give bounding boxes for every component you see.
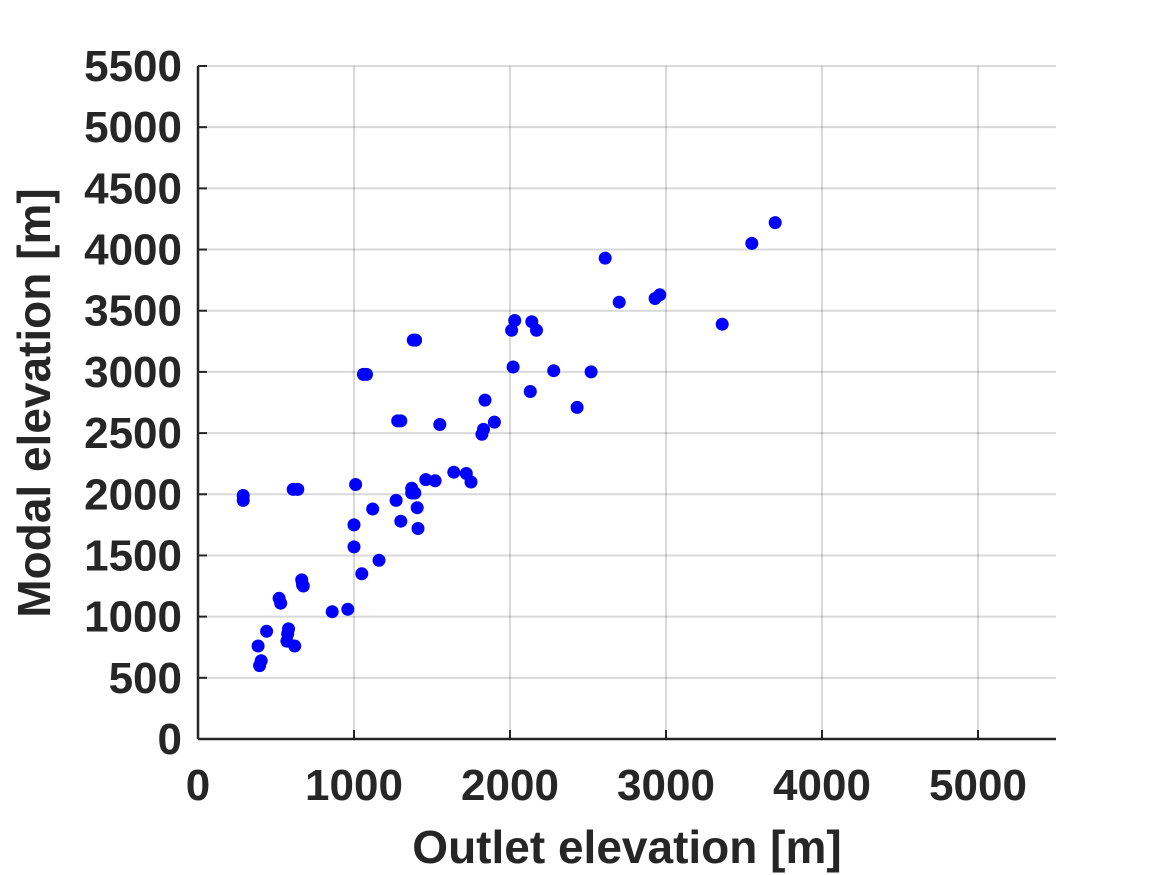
data-point bbox=[360, 367, 373, 381]
data-point bbox=[410, 501, 424, 515]
data-point bbox=[411, 522, 425, 535]
plot-background bbox=[198, 66, 1056, 739]
x-tick-label: 4000 bbox=[773, 761, 871, 810]
data-point bbox=[274, 596, 288, 610]
data-point bbox=[296, 579, 310, 593]
y-tick-label: 0 bbox=[158, 715, 182, 764]
data-point bbox=[347, 540, 361, 554]
data-point bbox=[409, 333, 423, 347]
data-point bbox=[523, 385, 537, 398]
data-point bbox=[508, 314, 522, 327]
y-tick-label: 4000 bbox=[84, 226, 182, 275]
data-point bbox=[291, 482, 305, 496]
y-tick-label: 5000 bbox=[84, 103, 182, 152]
data-point bbox=[715, 317, 729, 331]
data-point bbox=[447, 465, 461, 479]
data-point bbox=[477, 422, 490, 436]
data-point bbox=[341, 602, 355, 616]
data-point bbox=[236, 493, 250, 507]
data-point bbox=[349, 478, 363, 491]
data-point bbox=[260, 624, 274, 638]
data-point bbox=[505, 323, 519, 337]
x-tick-label: 3000 bbox=[617, 761, 715, 810]
data-point bbox=[598, 251, 612, 265]
data-point bbox=[487, 415, 501, 429]
y-tick-label: 3500 bbox=[84, 287, 182, 336]
data-point bbox=[394, 514, 408, 528]
x-tick-label: 2000 bbox=[461, 761, 559, 810]
data-point bbox=[530, 323, 543, 337]
data-point bbox=[347, 518, 361, 532]
x-tick-label: 5000 bbox=[929, 761, 1027, 810]
data-point bbox=[282, 622, 295, 636]
data-point bbox=[389, 493, 403, 507]
y-tick-label: 500 bbox=[109, 654, 182, 703]
y-tick-label: 3000 bbox=[84, 348, 182, 397]
x-tick-label: 0 bbox=[186, 761, 210, 810]
data-point bbox=[366, 502, 380, 516]
x-tick-labels: 0 1000 2000 3000 4000 5000 bbox=[186, 761, 1027, 810]
data-point bbox=[288, 639, 302, 653]
data-point bbox=[325, 605, 339, 619]
data-point bbox=[745, 236, 759, 250]
data-point bbox=[584, 365, 598, 379]
data-point bbox=[653, 288, 667, 302]
data-point bbox=[408, 486, 422, 500]
y-tick-label: 5500 bbox=[84, 42, 182, 91]
data-point bbox=[506, 360, 520, 374]
y-tick-label: 2000 bbox=[84, 470, 182, 519]
data-point bbox=[254, 654, 268, 668]
data-point bbox=[433, 418, 447, 431]
y-tick-label: 1000 bbox=[84, 593, 182, 642]
data-point bbox=[428, 474, 442, 488]
data-point bbox=[372, 553, 386, 567]
y-tick-label: 2500 bbox=[84, 409, 182, 458]
data-points bbox=[236, 216, 782, 673]
x-axis-label: Outlet elevation [m] bbox=[412, 821, 841, 873]
y-tick-label: 1500 bbox=[84, 531, 182, 580]
data-point bbox=[251, 639, 265, 653]
data-point bbox=[464, 475, 478, 489]
data-point bbox=[355, 567, 369, 581]
data-point bbox=[478, 393, 492, 407]
x-tick-label: 1000 bbox=[305, 761, 403, 810]
data-point bbox=[570, 400, 584, 414]
y-axis-label: Modal elevation [m] bbox=[8, 188, 60, 617]
data-point bbox=[612, 295, 626, 309]
grid-lines bbox=[198, 65, 1056, 739]
axes bbox=[196, 65, 1056, 741]
y-tick-label: 4500 bbox=[84, 164, 182, 213]
data-point bbox=[394, 414, 408, 428]
data-point bbox=[768, 216, 782, 230]
y-tick-labels: 0 500 1000 1500 2000 2500 3000 3500 4000 4500 5000… bbox=[84, 42, 182, 764]
data-point bbox=[547, 364, 561, 378]
